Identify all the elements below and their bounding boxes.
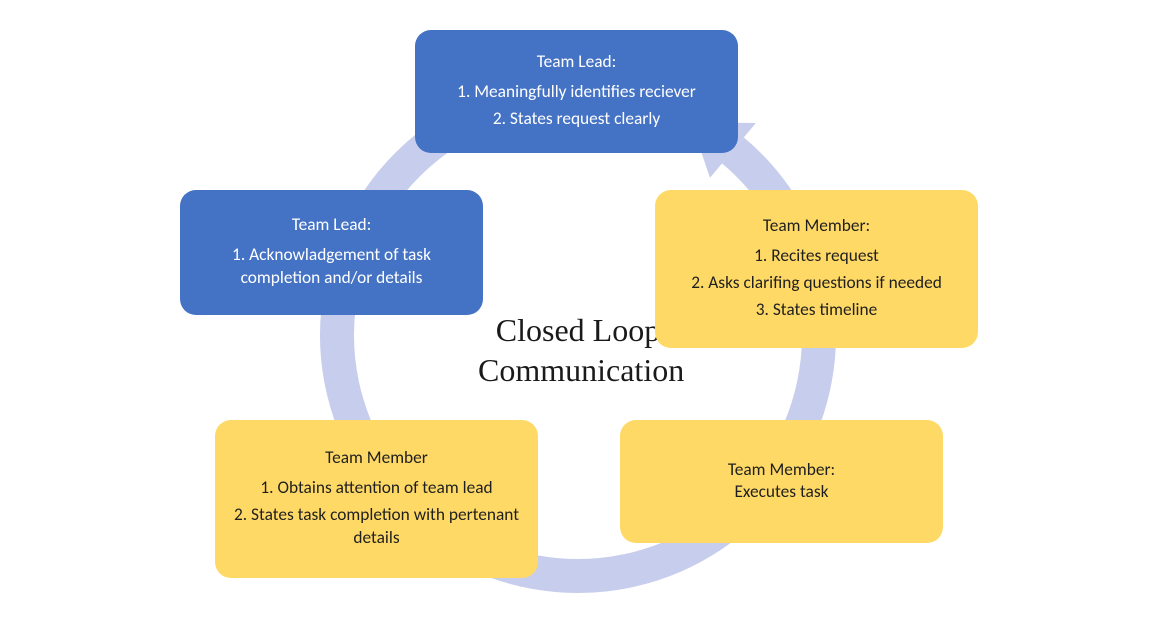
node-line: 2. States task completion with pertenant… <box>229 503 524 550</box>
node-line: 2. States request clearly <box>493 107 660 130</box>
node-line: 1. Acknowladgement of task completion an… <box>194 243 469 290</box>
node-line: 2. Asks clarifing questions if needed <box>691 271 942 294</box>
node-line: 1. Recites request <box>754 244 879 267</box>
center-title-line1: Closed Loop <box>478 310 678 350</box>
cycle-node-4: Team Member 1. Obtains attention of team … <box>215 420 538 578</box>
node-role: Team Member <box>325 446 428 469</box>
cycle-node-1: Team Lead: 1. Meaningfully identifies rec… <box>415 30 738 153</box>
node-line: 1. Meaningfully identifies reciever <box>457 80 696 103</box>
node-line: 1. Obtains attention of team lead <box>260 476 492 499</box>
node-role: Team Member: <box>728 458 835 481</box>
node-role: Team Lead: <box>537 50 617 73</box>
center-title: Closed Loop Communication <box>478 310 678 390</box>
center-title-line2: Communication <box>478 350 678 390</box>
node-line: Executes task <box>734 480 828 503</box>
node-line: 3. States timeline <box>756 298 878 321</box>
cycle-node-3: Team Member:Executes task <box>620 420 943 543</box>
node-role: Team Lead: <box>292 213 372 236</box>
cycle-node-5: Team Lead: 1. Acknowladgement of task com… <box>180 190 483 315</box>
cycle-node-2: Team Member: 1. Recites request 2. Asks cl… <box>655 190 978 348</box>
node-role: Team Member: <box>763 214 870 237</box>
diagram-stage: Closed Loop Communication Team Lead: 1. M… <box>0 0 1156 632</box>
